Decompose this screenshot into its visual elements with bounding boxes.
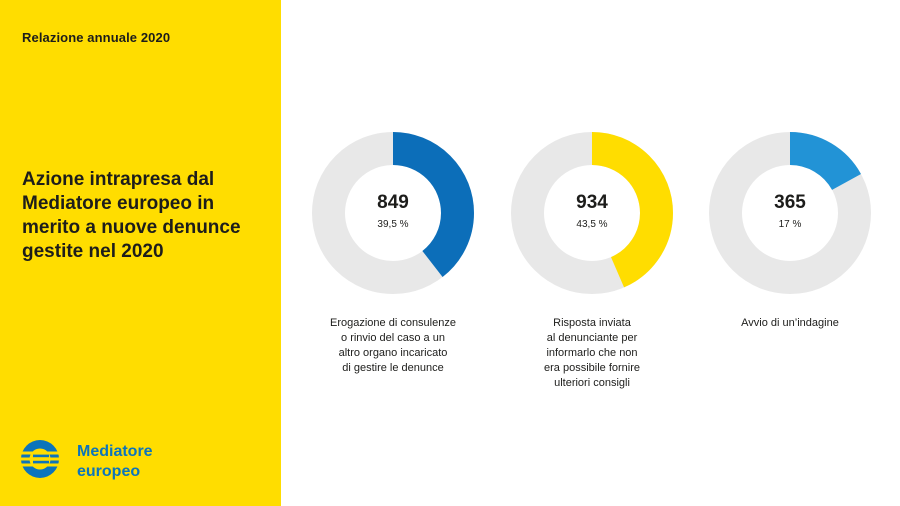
brand-line-2: europeo [77,463,141,480]
donut-slice-risposta [511,132,673,294]
caption-line: ulteriori consigli [554,377,630,389]
category-label-risposta: Risposta inviata al denunciante per info… [502,316,682,391]
donut-chart-risposta [511,132,673,294]
caption-line: era possibile fornire [544,362,640,374]
brand-name: Mediatore europeo [77,442,153,482]
caption-line: di gestire le denunce [342,362,444,374]
donut-percent-label: 39,5 % [377,219,409,230]
donut-percent-label: 43,5 % [576,219,608,230]
donut-slice-indagine [709,132,871,294]
donut-center-risposta: 934 43,5 % [511,191,673,232]
donut-value-label: 849 [377,192,409,213]
donut-center-indagine: 365 17 % [709,191,871,232]
report-label: Relazione annuale 2020 [22,30,171,45]
donut-chart-indagine [709,132,871,294]
caption-line: informarlo che non [546,347,638,359]
caption-line: altro organo incaricato [338,347,448,359]
caption-line: Risposta inviata [553,317,631,329]
chart-title: Azione intrapresa dal Mediatore europeo … [22,169,241,262]
caption-line: Erogazione di consulenze [330,317,456,329]
caption-line: al denunciante per [546,332,638,344]
donut-value-label: 934 [576,192,608,213]
caption-line: o rinvio del caso a un [341,332,445,344]
sidebar-panel: Relazione annuale 2020 Azione intrapresa… [0,0,281,506]
category-label-consulenze: Erogazione di consulenze o rinvio del ca… [303,316,483,376]
donut-chart-consulenze [312,132,474,294]
caption-line: Avvio di un’indagine [741,317,839,329]
donut-center-consulenze: 849 39,5 % [312,191,474,232]
donut-value-label: 365 [774,192,806,213]
brand-line-1: Mediatore [77,443,153,460]
donut-percent-label: 17 % [778,219,802,230]
ombudsman-logo-icon [19,440,61,478]
category-label-indagine: Avvio di un’indagine [700,316,880,331]
donut-slice-consulenze [312,132,474,294]
